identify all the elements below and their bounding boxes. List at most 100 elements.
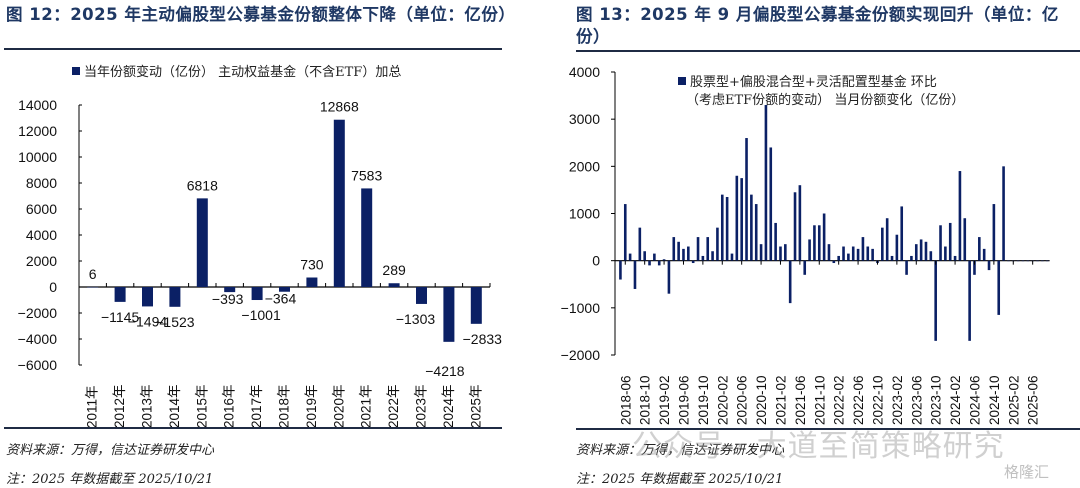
data-label: −1145 (101, 309, 139, 325)
data-label: −4218 (425, 363, 465, 379)
bar (633, 260, 637, 289)
data-label: −1303 (396, 311, 436, 327)
y-tick-label: −2000 (18, 305, 58, 321)
bar (667, 260, 671, 294)
bar (720, 194, 724, 261)
x-tick-label: 2022年 (386, 384, 401, 428)
bottom-rule (4, 427, 502, 429)
bar (774, 222, 777, 261)
data-label: 12868 (320, 99, 359, 115)
y-tick-label: −6000 (18, 357, 58, 373)
bar (866, 246, 870, 261)
bar-2023年 (416, 287, 427, 304)
bar (842, 246, 845, 261)
x-tick-label: 2021-02 (773, 375, 788, 425)
x-tick-label: 2019-02 (657, 375, 672, 425)
bar (847, 253, 850, 261)
x-tick-label: 2021年 (359, 384, 374, 428)
bar (813, 225, 816, 261)
x-tick-label: 2023年 (414, 384, 429, 428)
figure-12-title: 图 12：2025 年主动偏股型公募基金份额整体下降（单位：亿份） (6, 5, 516, 24)
data-note: 注：2025 年数据截至 2025/10/21 (576, 472, 784, 487)
x-tick-label: 2012年 (112, 384, 127, 428)
bar (934, 260, 937, 341)
y-tick-label: 10000 (18, 149, 57, 165)
bar (1016, 260, 1020, 262)
bar (861, 237, 865, 261)
y-tick-label: 3000 (569, 111, 600, 127)
bar (944, 246, 947, 261)
bar (929, 251, 933, 261)
data-note: 注：2025 年数据截至 2025/10/21 (6, 472, 214, 487)
y-tick-label: 14000 (18, 97, 57, 113)
bar (958, 171, 962, 261)
data-label: −2833 (463, 331, 503, 347)
bar (851, 246, 855, 261)
bar (982, 248, 986, 261)
y-tick-label: 0 (49, 279, 57, 295)
bar (895, 234, 899, 261)
bar (638, 227, 642, 261)
bar (788, 260, 792, 304)
bar (657, 260, 661, 266)
figure-13-title: 图 13：2025 年 9 月偏股型公募基金份额实现回升（单位：亿份） (576, 5, 1059, 46)
bar (735, 175, 739, 261)
x-tick-label: 2024年 (441, 384, 456, 428)
x-tick-label: 2022-02 (832, 375, 847, 425)
bar (672, 237, 676, 261)
bar (619, 260, 622, 280)
data-label: −393 (212, 291, 244, 307)
bar (939, 225, 942, 261)
x-tick-label: 2025年 (468, 384, 483, 428)
bar (643, 251, 646, 261)
bar-2019年 (306, 277, 318, 287)
x-tick-label: 2018年 (277, 384, 292, 428)
bar (701, 255, 705, 261)
bar (653, 253, 656, 261)
y-tick-label: 4000 (569, 64, 600, 80)
bar-2021年 (361, 188, 373, 287)
bar (885, 218, 889, 261)
monthly-share-change-chart: 4000 3000 2000 1000 0 −1000 −2000 2018-06 2018-1… (561, 64, 1050, 425)
x-tick-label: 2015年 (194, 384, 209, 428)
bar (623, 204, 627, 261)
data-label: −1523 (155, 314, 195, 330)
bar-2025年 (470, 287, 482, 324)
bar (900, 206, 904, 261)
title-rule (4, 48, 502, 50)
bar (881, 227, 884, 261)
x-tick-label: 2023-06 (909, 375, 924, 425)
x-tick-label: 2024-10 (987, 375, 1002, 425)
annual-share-change-chart: 14000 12000 10000 8000 6000 4000 2000 0 −2000 −40… (18, 97, 503, 428)
bar (963, 218, 967, 261)
bar (745, 138, 748, 261)
bar (973, 260, 976, 275)
bar (730, 253, 734, 261)
bar (691, 260, 695, 264)
x-tick-label: 2017年 (249, 384, 264, 428)
y-tick-label: 12000 (18, 123, 57, 139)
x-tick-label: 2020-06 (735, 375, 750, 425)
x-tick-label: 2024-02 (948, 375, 963, 425)
bar (890, 255, 894, 261)
bar (997, 260, 1001, 315)
chart-legend: 股票型+偏股混合型+灵活配置型基金 环比 （考虑ETF份额的变动） 当月份额变化… (678, 74, 964, 110)
bar (793, 192, 797, 261)
x-tick-label: 2014年 (167, 384, 182, 428)
bar (759, 244, 763, 261)
bar (914, 244, 918, 261)
bar (769, 147, 773, 261)
legend-label: 当年份额变动（亿份） 主动权益基金（不含ETF）加总 (84, 65, 402, 80)
legend-label-line1: 股票型+偏股混合型+灵活配置型基金 环比 (690, 75, 937, 90)
bar (1026, 260, 1030, 262)
y-tick-label: 1000 (569, 206, 600, 222)
legend-label-line2: （考虑ETF份额的变动） 当月份额变化（亿份） (686, 93, 965, 108)
data-label: 289 (382, 262, 406, 278)
bar (1007, 260, 1010, 262)
bar (750, 194, 753, 261)
bar (725, 196, 729, 261)
x-tick-label: 2020年 (331, 384, 346, 428)
x-tick-label: 2011年 (85, 385, 100, 428)
data-label: −364 (265, 291, 297, 307)
bar (1041, 260, 1044, 262)
